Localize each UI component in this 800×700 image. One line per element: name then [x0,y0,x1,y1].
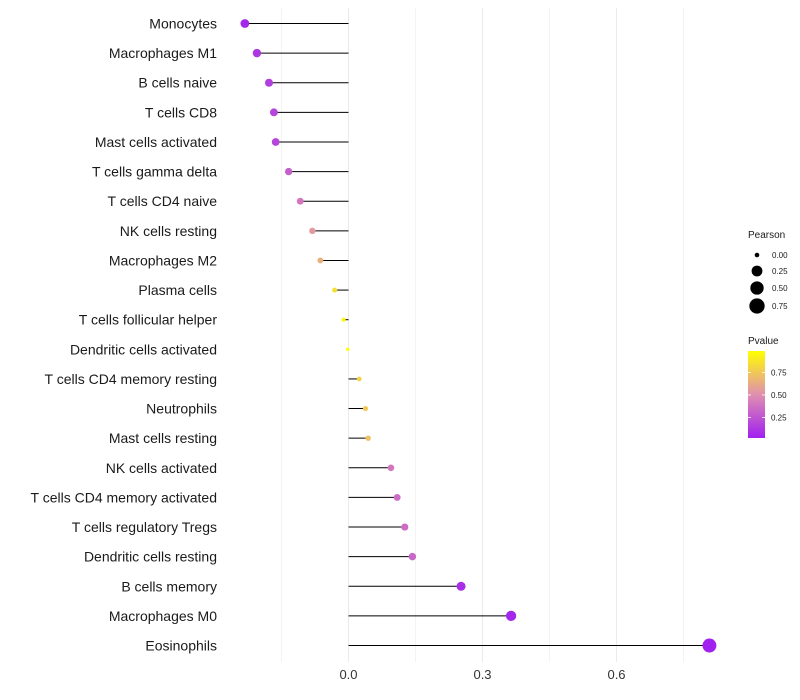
size-legend: Pearson 0.00 0.25 0.50 0.75 [748,230,788,314]
y-axis-label: Eosinophils [145,638,217,654]
color-legend-label: 0.25 [771,413,787,422]
color-legend: Pvalue 0.25 0.50 0.75 [748,336,787,438]
lollipop-point [269,108,278,117]
y-axis-label: NK cells resting [120,223,217,239]
size-legend-key [751,265,763,277]
lollipop-point [296,197,304,205]
y-axis-label: Macrophages M1 [109,45,217,61]
lollipop-point [505,610,517,622]
size-legend-label: 0.75 [772,302,788,311]
lollipop-point [317,257,324,264]
lollipop-point [284,167,293,176]
lollipop-point [345,347,350,351]
color-legend-title: Pvalue [748,336,779,347]
lollipop-point [332,287,338,293]
y-axis-label: T cells regulatory Tregs [72,519,217,535]
lollipop-point [401,523,409,531]
x-tick-label: 0.3 [473,667,491,682]
y-axis-label: Dendritic cells resting [84,549,217,565]
color-legend-label: 0.50 [771,391,787,400]
color-legend-bar [748,351,765,438]
lollipop-point [408,552,417,561]
x-axis-ticks: 0.0 0.3 0.6 [339,667,625,682]
grid-layer [281,8,684,662]
size-legend-key [754,252,760,258]
lollipop-point [309,227,316,235]
size-legend-key [749,298,765,314]
y-axis-label: T cells CD4 memory resting [45,371,217,387]
y-axis-label: B cells memory [121,578,217,594]
lollipop-point [271,138,280,146]
lollipop-point [387,464,395,472]
point-layer [240,19,717,653]
lollipop-point [702,638,717,653]
lollipop-point [456,581,466,591]
y-axis-label: Mast cells activated [95,134,217,150]
size-legend-key [750,281,764,295]
size-legend-title: Pearson [748,230,785,241]
y-axis-label: T cells CD8 [145,104,217,120]
y-axis-label: Neutrophils [146,401,217,417]
lollipop-point [264,78,274,87]
lollipop-point [362,405,369,412]
y-axis-label: Mast cells resting [109,430,217,446]
y-axis-label: Macrophages M2 [109,252,217,268]
size-legend-label: 0.25 [772,267,788,276]
y-axis-label: T cells CD4 naive [108,193,218,209]
lollipop-point [240,19,250,28]
lollipop-point [252,48,262,58]
y-axis-label: Macrophages M0 [109,608,217,624]
y-axis-label: B cells naive [138,75,217,91]
color-legend-label: 0.75 [771,369,787,378]
lollipop-point [356,376,362,382]
lollipop-point [365,435,371,441]
size-legend-label: 0.50 [772,284,788,293]
y-axis-label: Plasma cells [138,282,217,298]
y-axis-label: Monocytes [149,16,217,32]
lollipop-point [341,317,346,322]
lollipop-point [393,493,401,501]
y-axis-label: Dendritic cells activated [70,341,217,357]
y-axis-label: NK cells activated [106,460,217,476]
y-axis-label: T cells CD4 memory activated [31,489,217,505]
x-tick-label: 0.0 [339,667,357,682]
size-legend-label: 0.00 [772,251,788,260]
y-axis-labels: Monocytes Macrophages M1 B cells naive T ce… [31,16,218,654]
y-axis-label: T cells gamma delta [92,164,217,180]
stem-layer [244,23,710,647]
x-tick-label: 0.6 [607,667,625,682]
y-axis-label: T cells follicular helper [79,312,218,328]
